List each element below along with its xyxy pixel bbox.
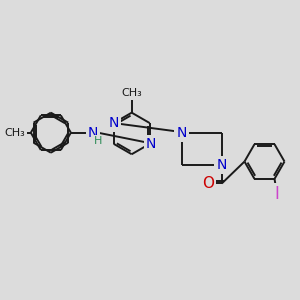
Text: N: N — [88, 126, 98, 140]
Text: I: I — [274, 184, 279, 202]
Text: N: N — [217, 158, 227, 172]
Text: N: N — [146, 137, 156, 151]
Text: CH₃: CH₃ — [4, 128, 25, 138]
Text: H: H — [94, 136, 102, 146]
Text: O: O — [202, 176, 214, 191]
Text: N: N — [176, 126, 187, 140]
Text: N: N — [109, 116, 119, 130]
Text: CH₃: CH₃ — [121, 88, 142, 98]
